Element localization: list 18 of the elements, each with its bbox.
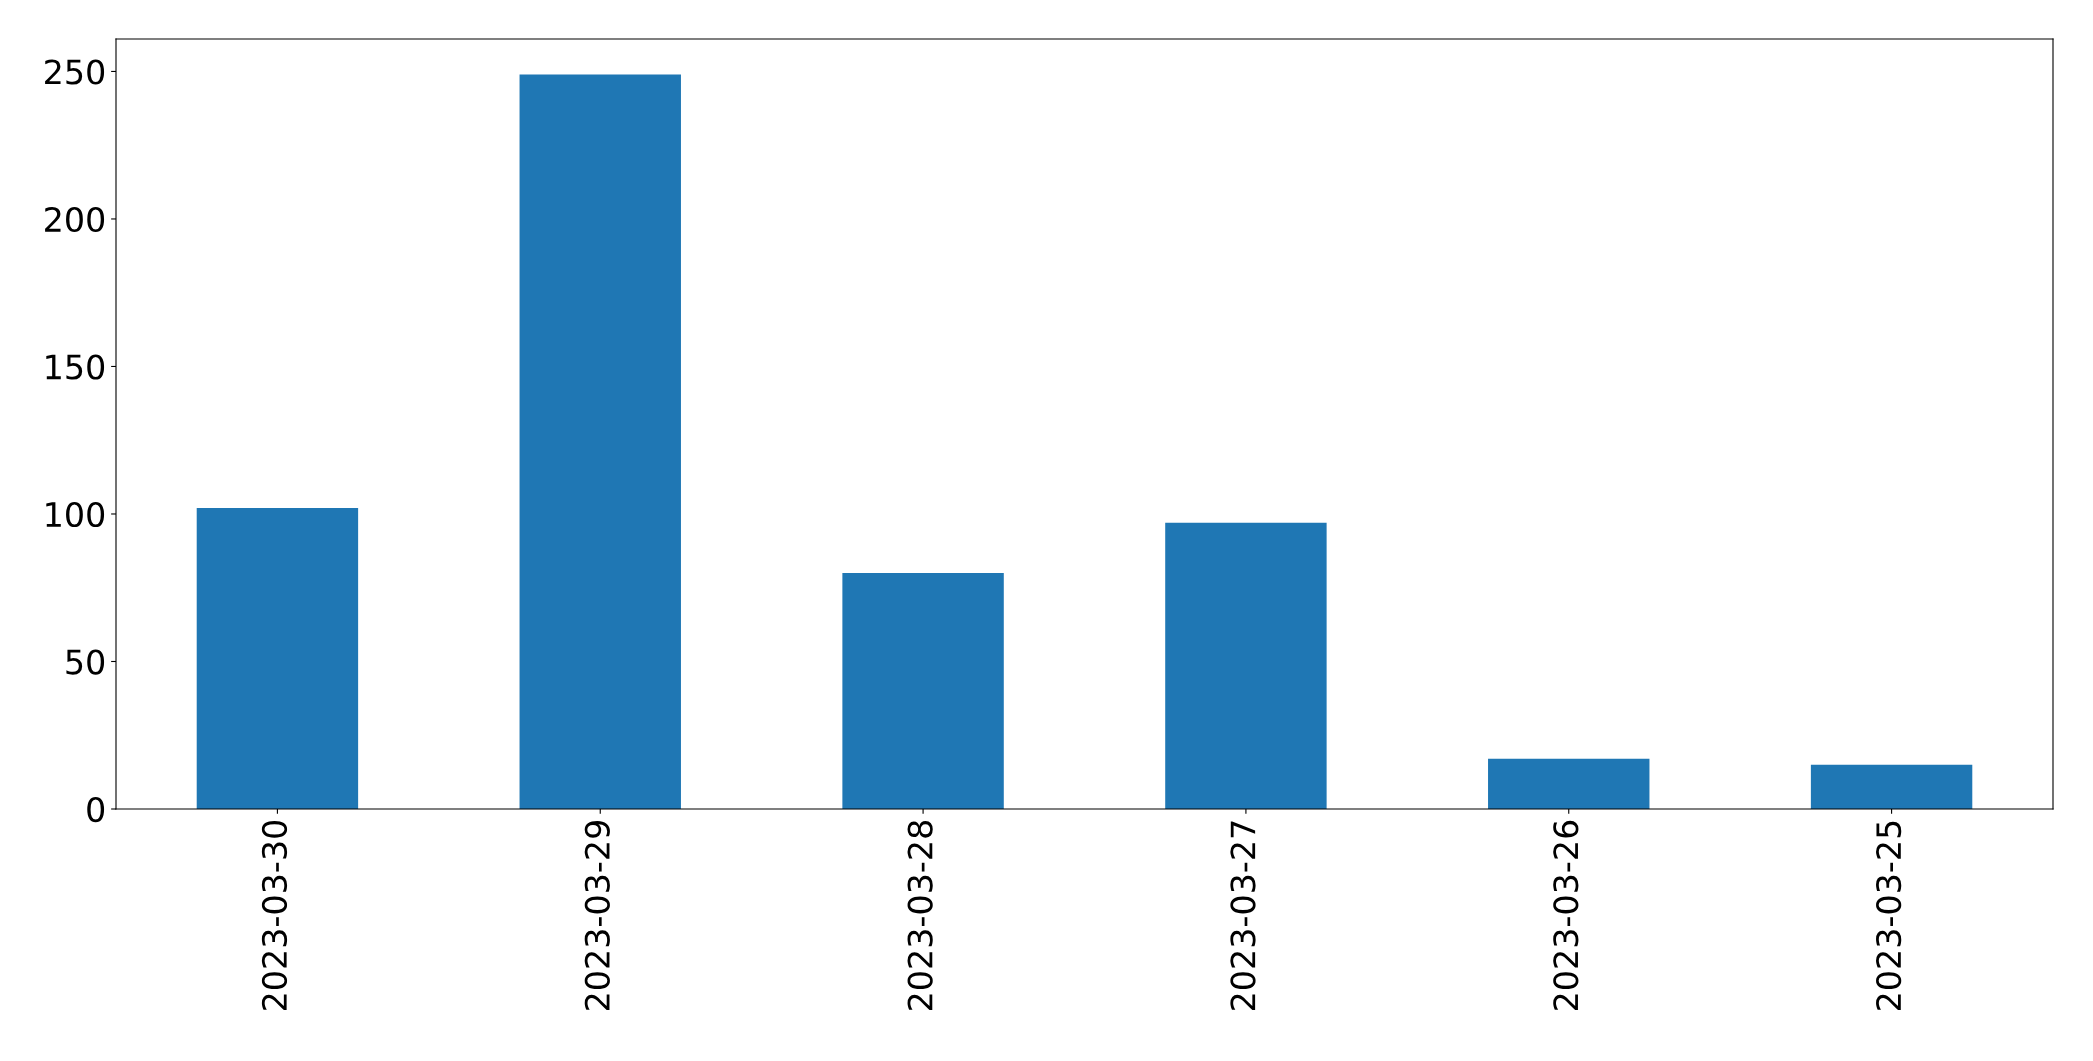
y-tick-label: 150 xyxy=(46,354,105,380)
y-tick-label: 50 xyxy=(66,649,105,675)
x-tick-label: 2023-03-25 xyxy=(1876,821,1902,1010)
y-tick-label: 100 xyxy=(46,501,105,528)
x-tick-label: 2023-03-27 xyxy=(1230,821,1256,1010)
x-tick-label: 2023-03-26 xyxy=(1553,820,1579,1010)
bar xyxy=(1488,758,1650,809)
bar xyxy=(1165,522,1327,809)
x-tick-label: 2023-03-30 xyxy=(261,820,288,1010)
y-tick-label: 200 xyxy=(45,206,105,233)
x-tick-label: 2023-03-28 xyxy=(907,821,933,1010)
bar xyxy=(1810,764,1973,809)
y-tick-label: 250 xyxy=(45,59,105,85)
x-tick-label: 2023-03-29 xyxy=(584,821,610,1010)
bar xyxy=(842,572,1004,809)
bar xyxy=(196,508,359,809)
y-tick-label: 0 xyxy=(87,796,105,823)
bar xyxy=(519,74,681,809)
